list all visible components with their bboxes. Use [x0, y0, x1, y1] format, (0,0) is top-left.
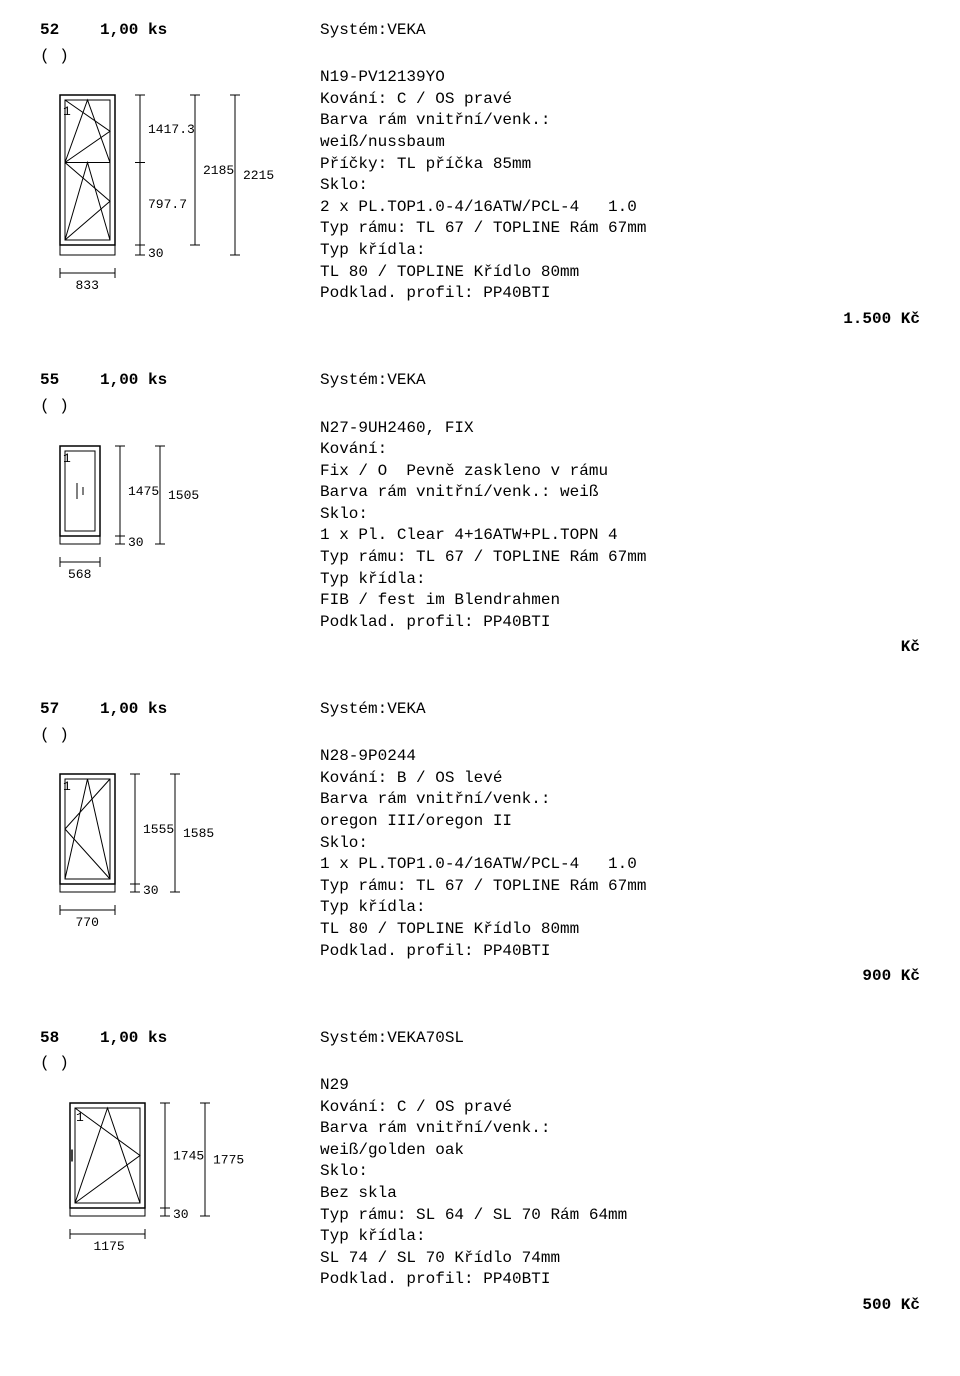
spec-line: Typ křídla:: [320, 240, 920, 262]
spec-line: Barva rám vnitřní/venk.:: [320, 110, 920, 132]
system-label: Systém:: [320, 20, 387, 42]
svg-text:30: 30: [173, 1207, 189, 1222]
svg-text:1175: 1175: [94, 1239, 125, 1254]
quantity: 1,00 ks: [100, 20, 220, 42]
window-drawing: 1 1745 1775 30 1175: [40, 1095, 300, 1265]
price: 1.500 Kč: [320, 309, 920, 331]
spec-line: Kování: C / OS pravé: [320, 89, 920, 111]
price: Kč: [320, 637, 920, 659]
svg-text:1775: 1775: [213, 1152, 244, 1167]
spec-line: weiß/nussbaum: [320, 132, 920, 154]
item-block: 521,00 ks ( ) 1 1417.3 797.7 30 2185 2215 833 Sys…: [40, 20, 920, 330]
item-block: 571,00 ks ( ) 1 1555 1585 30 770 Systém: VEKA N…: [40, 699, 920, 988]
svg-text:30: 30: [148, 246, 164, 261]
drawing-area: 1 1417.3 797.7 30 2185 2215 833: [40, 87, 300, 307]
spec-line: TL 80 / TOPLINE Křídlo 80mm: [320, 262, 920, 284]
spec-line: N28-9P0244: [320, 746, 920, 768]
svg-text:1: 1: [63, 104, 71, 119]
svg-text:1745: 1745: [173, 1148, 204, 1163]
paren-placeholder: ( ): [40, 46, 300, 68]
svg-text:770: 770: [76, 915, 99, 930]
spec-line: Podklad. profil: PP40BTI: [320, 1269, 920, 1291]
spec-line: Podklad. profil: PP40BTI: [320, 941, 920, 963]
quantity: 1,00 ks: [100, 699, 220, 721]
spec-line: Fix / O Pevně zaskleno v rámu: [320, 461, 920, 483]
window-drawing: 1 1475 1505 30 568: [40, 438, 300, 588]
svg-text:1505: 1505: [168, 488, 199, 503]
position-number: 58: [40, 1028, 100, 1050]
spec-line: Sklo:: [320, 833, 920, 855]
svg-text:1555: 1555: [143, 822, 174, 837]
svg-text:30: 30: [128, 535, 144, 550]
spec-line: Typ křídla:: [320, 1226, 920, 1248]
spec-line: 2 x PL.TOP1.0-4/16ATW/PCL-4 1.0: [320, 197, 920, 219]
spec-line: Typ rámu: TL 67 / TOPLINE Rám 67mm: [320, 876, 920, 898]
spec-line: N27-9UH2460, FIX: [320, 418, 920, 440]
price: 900 Kč: [320, 966, 920, 988]
spec-line: Typ rámu: TL 67 / TOPLINE Rám 67mm: [320, 547, 920, 569]
svg-text:1: 1: [76, 1110, 84, 1125]
spec-line: Typ rámu: TL 67 / TOPLINE Rám 67mm: [320, 218, 920, 240]
spec-line: weiß/golden oak: [320, 1140, 920, 1162]
drawing-area: 1 1475 1505 30 568: [40, 438, 300, 588]
window-drawing: 1 1417.3 797.7 30 2185 2215 833: [40, 87, 300, 307]
system-value: VEKA: [387, 20, 425, 42]
window-drawing: 1 1555 1585 30 770: [40, 766, 300, 936]
svg-text:2215: 2215: [243, 168, 274, 183]
system-value: VEKA: [387, 370, 425, 392]
spec-line: Podklad. profil: PP40BTI: [320, 283, 920, 305]
spec-line: N19-PV12139YO: [320, 67, 920, 89]
spec-line: Sklo:: [320, 504, 920, 526]
spec-line: FIB / fest im Blendrahmen: [320, 590, 920, 612]
spec-line: Sklo:: [320, 1161, 920, 1183]
spec-line: 1 x PL.TOP1.0-4/16ATW/PCL-4 1.0: [320, 854, 920, 876]
spec-line: 1 x Pl. Clear 4+16ATW+PL.TOPN 4: [320, 525, 920, 547]
quantity: 1,00 ks: [100, 370, 220, 392]
svg-text:1: 1: [63, 451, 71, 466]
spec-line: N29: [320, 1075, 920, 1097]
spec-line: Typ křídla:: [320, 897, 920, 919]
system-label: Systém:: [320, 370, 387, 392]
spec-line: Podklad. profil: PP40BTI: [320, 612, 920, 634]
spec-line: TL 80 / TOPLINE Křídlo 80mm: [320, 919, 920, 941]
svg-text:833: 833: [76, 278, 99, 293]
svg-text:1585: 1585: [183, 826, 214, 841]
system-value: VEKA: [387, 699, 425, 721]
svg-text:568: 568: [68, 567, 91, 582]
spec-line: Příčky: TL příčka 85mm: [320, 154, 920, 176]
item-block: 581,00 ks ( ) 1 1745 1775 30 1175 Systém: VEKA7…: [40, 1028, 920, 1317]
paren-placeholder: ( ): [40, 725, 300, 747]
spec-line: Typ rámu: SL 64 / SL 70 Rám 64mm: [320, 1205, 920, 1227]
svg-text:2185: 2185: [203, 163, 234, 178]
system-label: Systém:: [320, 699, 387, 721]
spec-line: Typ křídla:: [320, 569, 920, 591]
spec-line: Bez skla: [320, 1183, 920, 1205]
svg-text:797.7: 797.7: [148, 197, 187, 212]
svg-text:30: 30: [143, 883, 159, 898]
quantity: 1,00 ks: [100, 1028, 220, 1050]
system-label: Systém:: [320, 1028, 387, 1050]
spec-line: Kování:: [320, 439, 920, 461]
paren-placeholder: ( ): [40, 396, 300, 418]
spec-line: Barva rám vnitřní/venk.:: [320, 789, 920, 811]
system-value: VEKA70SL: [387, 1028, 464, 1050]
spec-line: Sklo:: [320, 175, 920, 197]
spec-line: SL 74 / SL 70 Křídlo 74mm: [320, 1248, 920, 1270]
spec-line: oregon III/oregon II: [320, 811, 920, 833]
position-number: 52: [40, 20, 100, 42]
drawing-area: 1 1745 1775 30 1175: [40, 1095, 300, 1265]
price: 500 Kč: [320, 1295, 920, 1317]
svg-text:1417.3: 1417.3: [148, 122, 195, 137]
spec-line: Barva rám vnitřní/venk.:: [320, 1118, 920, 1140]
position-number: 55: [40, 370, 100, 392]
svg-text:1: 1: [63, 779, 71, 794]
paren-placeholder: ( ): [40, 1053, 300, 1075]
svg-text:1475: 1475: [128, 484, 159, 499]
spec-line: Kování: B / OS levé: [320, 768, 920, 790]
spec-line: Barva rám vnitřní/venk.: weiß: [320, 482, 920, 504]
item-block: 551,00 ks ( ) 1 1475 1505 30 568 Systém: VEKA N…: [40, 370, 920, 659]
position-number: 57: [40, 699, 100, 721]
drawing-area: 1 1555 1585 30 770: [40, 766, 300, 936]
spec-line: Kování: C / OS pravé: [320, 1097, 920, 1119]
